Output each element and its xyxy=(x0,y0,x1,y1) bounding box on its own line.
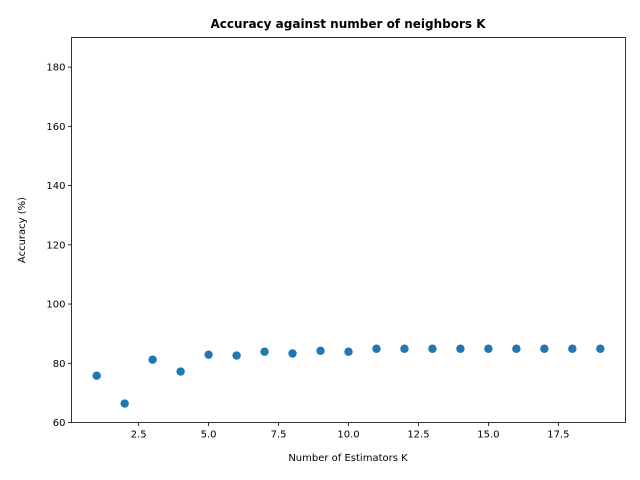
data-point xyxy=(260,347,269,356)
data-point xyxy=(428,344,437,353)
data-point xyxy=(288,349,297,358)
data-point xyxy=(316,346,325,356)
x-tick-label: 15.0 xyxy=(477,430,499,441)
data-point xyxy=(204,350,213,359)
data-point xyxy=(92,371,101,380)
data-point xyxy=(568,344,577,353)
y-tick-label: 180 xyxy=(46,63,65,74)
data-point xyxy=(344,347,353,356)
x-tick-label: 5.0 xyxy=(201,430,217,441)
y-tick-label: 140 xyxy=(46,181,65,192)
data-point xyxy=(512,344,521,353)
chart-title: Accuracy against number of neighbors K xyxy=(210,17,486,31)
data-point xyxy=(148,355,157,364)
data-point xyxy=(400,344,409,353)
data-point xyxy=(176,367,185,376)
plot-frame xyxy=(71,37,626,423)
y-tick-label: 120 xyxy=(46,240,65,251)
y-axis-ticks: 60 80 100 120 140 160 180 xyxy=(46,63,72,429)
x-tick-label: 7.5 xyxy=(271,430,287,441)
y-tick-label: 160 xyxy=(46,122,65,133)
x-tick-label: 17.5 xyxy=(547,430,569,441)
x-tick-label: 12.5 xyxy=(407,430,429,441)
data-point xyxy=(540,344,549,353)
data-point xyxy=(232,351,241,360)
y-axis-label: Accuracy (%) xyxy=(17,197,28,263)
data-point xyxy=(120,399,129,408)
x-axis-ticks: 2.5 5.0 7.5 10.0 12.5 15.0 17.5 xyxy=(131,422,569,441)
x-tick-label: 10.0 xyxy=(337,430,359,441)
data-point xyxy=(456,344,465,353)
data-point xyxy=(596,344,605,353)
y-tick-label: 80 xyxy=(53,359,66,370)
x-tick-label: 2.5 xyxy=(131,430,147,441)
x-axis-label: Number of Estimators K xyxy=(288,453,408,464)
data-point xyxy=(484,344,493,353)
y-tick-label: 100 xyxy=(46,300,65,311)
data-points xyxy=(92,344,605,408)
data-point xyxy=(372,344,381,353)
y-tick-label: 60 xyxy=(53,418,66,429)
